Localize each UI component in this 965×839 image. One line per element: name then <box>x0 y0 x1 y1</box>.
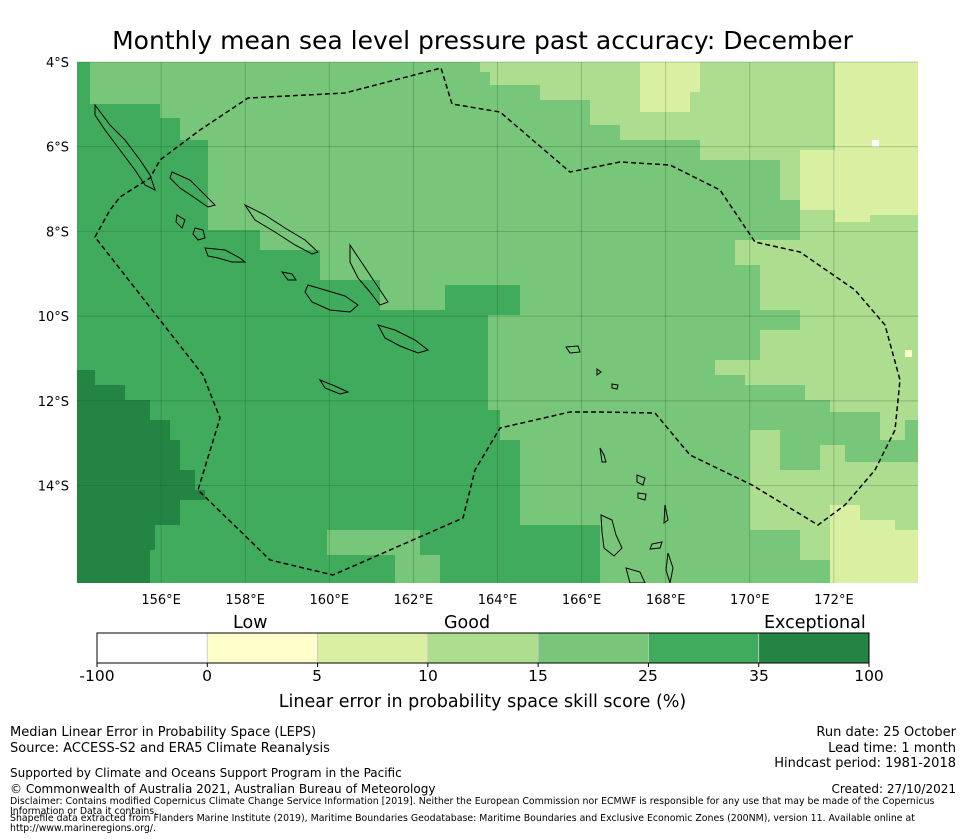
banks <box>636 474 646 486</box>
lon-label: 156°E <box>141 593 181 608</box>
light-pixel <box>905 350 912 357</box>
cb-tick: -100 <box>79 667 115 685</box>
lat-label: 8°S <box>46 225 69 240</box>
band-5-10 <box>640 62 700 112</box>
colorbar-segment <box>206 632 318 664</box>
rennell <box>318 378 350 395</box>
lat-label: 12°S <box>38 395 69 410</box>
cb-tick: 15 <box>528 667 548 685</box>
footer-leps: Median Linear Error in Probability Space… <box>10 725 317 740</box>
lat-label: 6°S <box>46 141 69 156</box>
guadalcanal-main <box>304 284 359 313</box>
cb-tick: 5 <box>312 667 322 685</box>
lon-label: 164°E <box>478 593 518 608</box>
colorbar-segment <box>96 632 208 664</box>
band-15-25 <box>77 62 918 583</box>
lat-label: 10°S <box>38 310 69 325</box>
torres <box>599 447 607 463</box>
lead-time: Lead time: 1 month <box>828 741 956 756</box>
santa-isabel <box>243 203 319 255</box>
lon-label: 158°E <box>225 593 265 608</box>
footer-support: Supported by Climate and Oceans Support … <box>10 766 402 780</box>
category-good: Good <box>444 613 491 633</box>
colorbar-segment <box>537 632 649 664</box>
utupua <box>611 383 619 390</box>
white-pixel <box>872 140 879 147</box>
colorbar-segment <box>317 632 429 664</box>
vella-lavella <box>192 227 206 241</box>
vanikoro <box>596 368 602 376</box>
lon-labels: 156°E 158°E 160°E 162°E 164°E 166°E 168°E 170°E… <box>141 593 853 608</box>
cb-tick: 0 <box>202 667 212 685</box>
disclaimer-3: Shapefile data extracted from Flanders M… <box>10 813 915 824</box>
lon-label: 168°E <box>646 593 686 608</box>
lon-label: 172°E <box>814 593 854 608</box>
colorbar-segment <box>648 632 760 664</box>
created-date: Created: 27/10/2021 <box>831 782 956 796</box>
colorbar-label: Linear error in probability space skill … <box>278 692 687 712</box>
band-5-10-se <box>830 505 918 583</box>
malakula <box>625 567 646 583</box>
footer-copyright: © Commonwealth of Australia 2021, Austra… <box>10 782 436 796</box>
santa-cruz <box>565 345 581 354</box>
gridlines <box>77 61 918 583</box>
footer-source: Source: ACCESS-S2 and ERA5 Climate Reana… <box>10 741 330 756</box>
ambae <box>649 541 663 550</box>
colorbar-segment <box>427 632 539 664</box>
cb-tick: 25 <box>638 667 658 685</box>
espiritu-santo <box>600 514 623 557</box>
band-15-25-south2 <box>395 555 440 583</box>
eez-boundary <box>94 67 901 576</box>
cb-tick: 100 <box>854 667 884 685</box>
category-low: Low <box>233 613 268 633</box>
colorbar <box>96 632 870 667</box>
maewo <box>663 504 669 525</box>
disclaimer-2: Information or Data it contains. <box>10 806 158 817</box>
band-5-10-east <box>800 62 918 222</box>
band-25-35-south <box>530 525 600 583</box>
colorbar-frame <box>96 632 870 664</box>
coastlines <box>94 103 674 583</box>
lon-label: 166°E <box>562 593 602 608</box>
lat-labels: 4°S 6°S 8°S 10°S 12°S 14°S <box>38 56 69 495</box>
kolombangara <box>204 247 247 263</box>
disclaimer-1: Disclaimer: Contains modified Copernicus… <box>10 796 935 807</box>
cb-tick: 35 <box>749 667 769 685</box>
choiseul <box>169 171 216 208</box>
disclaimer-4: http://www.marineregions.org/. <box>10 823 156 834</box>
new-georgia <box>175 214 186 229</box>
makira <box>376 324 430 354</box>
pentecost <box>665 552 674 583</box>
lon-label: 162°E <box>394 593 434 608</box>
map-title: Monthly mean sea level pressure past acc… <box>112 26 853 55</box>
lat-label: 14°S <box>38 480 69 495</box>
gaua <box>637 492 647 501</box>
malaita <box>349 243 389 306</box>
lon-label: 170°E <box>730 593 770 608</box>
run-date: Run date: 25 October <box>816 725 956 740</box>
bougainville <box>94 103 156 191</box>
guadalcanal <box>280 271 297 281</box>
lat-label: 4°S <box>46 56 69 71</box>
category-exceptional: Exceptional <box>764 613 866 633</box>
lon-label: 160°E <box>310 593 350 608</box>
band-15-25-south <box>327 530 420 555</box>
band-35-100 <box>77 370 205 583</box>
cb-tick: 10 <box>418 667 438 685</box>
colorbar-segment <box>758 632 870 664</box>
hindcast-period: Hindcast period: 1981-2018 <box>774 756 956 771</box>
